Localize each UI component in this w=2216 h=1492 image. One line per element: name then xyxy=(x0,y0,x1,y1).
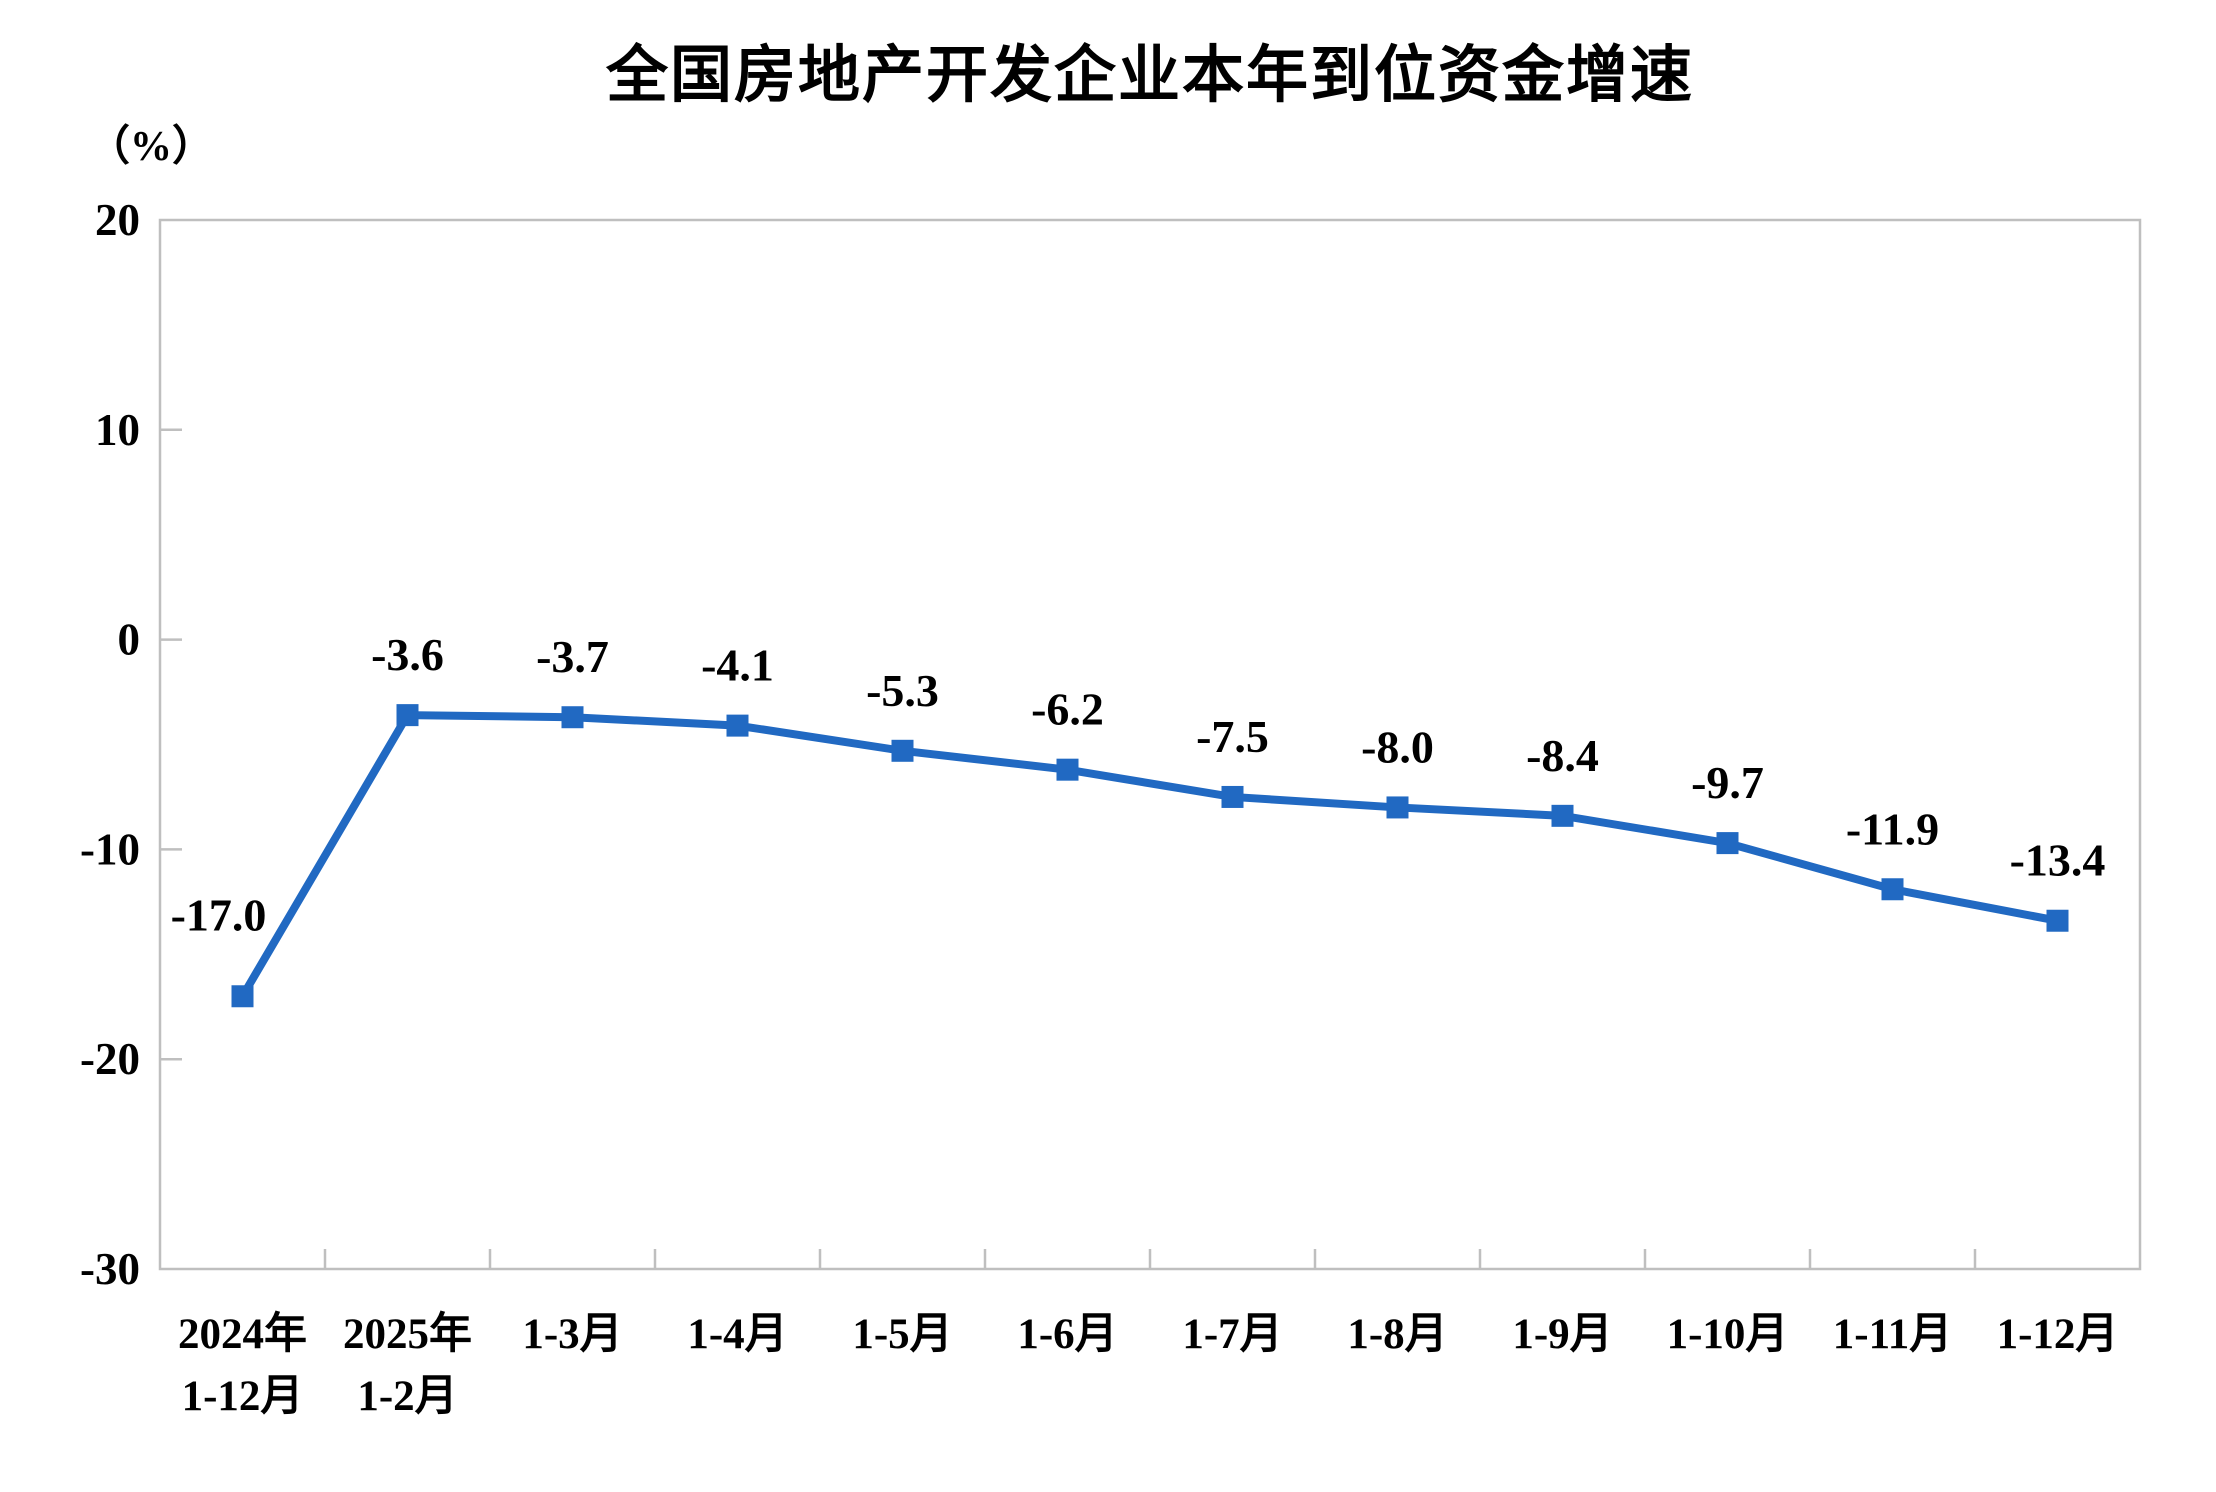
line-series xyxy=(239,711,2059,999)
data-label: -7.5 xyxy=(1196,711,1269,762)
x-category-label: 1-4月 xyxy=(687,1311,787,1358)
x-category-label: 1-12月 xyxy=(1997,1311,2119,1358)
axis-ticks xyxy=(160,428,1977,1269)
x-category-label: 1-10月 xyxy=(1667,1311,1789,1358)
x-axis-labels: 2024年 1-12月 2025年 1-2月 1-3月 1-4月 1-5月 1-6月 1-7月 1… xyxy=(178,1310,2118,1420)
x-category-label: 1-8月 xyxy=(1347,1311,1447,1358)
y-tick-label: -10 xyxy=(80,824,140,874)
data-point-marker xyxy=(1221,785,1244,808)
x-category-label: 1-6月 xyxy=(1017,1311,1117,1358)
data-label: -3.6 xyxy=(371,629,444,680)
data-label: -13.4 xyxy=(2010,835,2106,886)
plot-border xyxy=(158,218,2142,1271)
x-category-label: 1-11月 xyxy=(1833,1311,1952,1358)
y-tick-label: 20 xyxy=(95,195,140,245)
data-point-markers xyxy=(231,704,2069,1008)
data-point-marker xyxy=(1386,796,1409,819)
data-label: -9.7 xyxy=(1691,757,1764,808)
data-label: -3.7 xyxy=(536,631,609,682)
data-point-marker xyxy=(891,739,914,762)
y-axis-labels: 20 10 0 -10 -20 -30 xyxy=(80,195,140,1294)
data-label: -4.1 xyxy=(701,640,774,691)
data-labels: -17.0 -3.6 -3.7 -4.1 -5.3 -6.2 -7.5 -8.0 -8.4 -9.… xyxy=(171,629,2106,940)
x-category-label: 2024年 1-12月 xyxy=(178,1310,307,1420)
x-category-label: 1-5月 xyxy=(852,1311,952,1358)
x-category-label: 1-9月 xyxy=(1512,1311,1612,1358)
y-tick-label: -30 xyxy=(80,1244,140,1294)
y-tick-label: -20 xyxy=(80,1034,140,1084)
y-axis-unit-label: （%） xyxy=(88,124,215,170)
data-label: -17.0 xyxy=(171,889,267,940)
data-point-marker xyxy=(726,714,749,737)
data-label: -8.0 xyxy=(1361,721,1434,772)
data-point-marker xyxy=(231,985,254,1008)
data-label: -6.2 xyxy=(1031,684,1104,735)
x-category-label: 1-3月 xyxy=(522,1311,622,1358)
data-label: -5.3 xyxy=(866,665,939,716)
y-tick-label: 10 xyxy=(95,405,140,455)
data-point-marker xyxy=(1056,758,1079,781)
data-point-marker xyxy=(396,704,419,727)
data-point-marker xyxy=(1881,878,1904,901)
data-point-marker xyxy=(1716,832,1739,855)
x-category-label: 1-7月 xyxy=(1182,1311,1282,1358)
data-label: -11.9 xyxy=(1846,803,1939,854)
x-category-label: 2025年 1-2月 xyxy=(343,1310,472,1420)
data-point-marker xyxy=(561,706,584,729)
chart-title: 全国房地产开发企业本年到位资金增速 xyxy=(605,41,1694,110)
data-point-marker xyxy=(2046,909,2069,932)
data-point-marker xyxy=(1551,804,1574,827)
y-tick-label: 0 xyxy=(118,615,141,665)
data-label: -8.4 xyxy=(1526,730,1599,781)
